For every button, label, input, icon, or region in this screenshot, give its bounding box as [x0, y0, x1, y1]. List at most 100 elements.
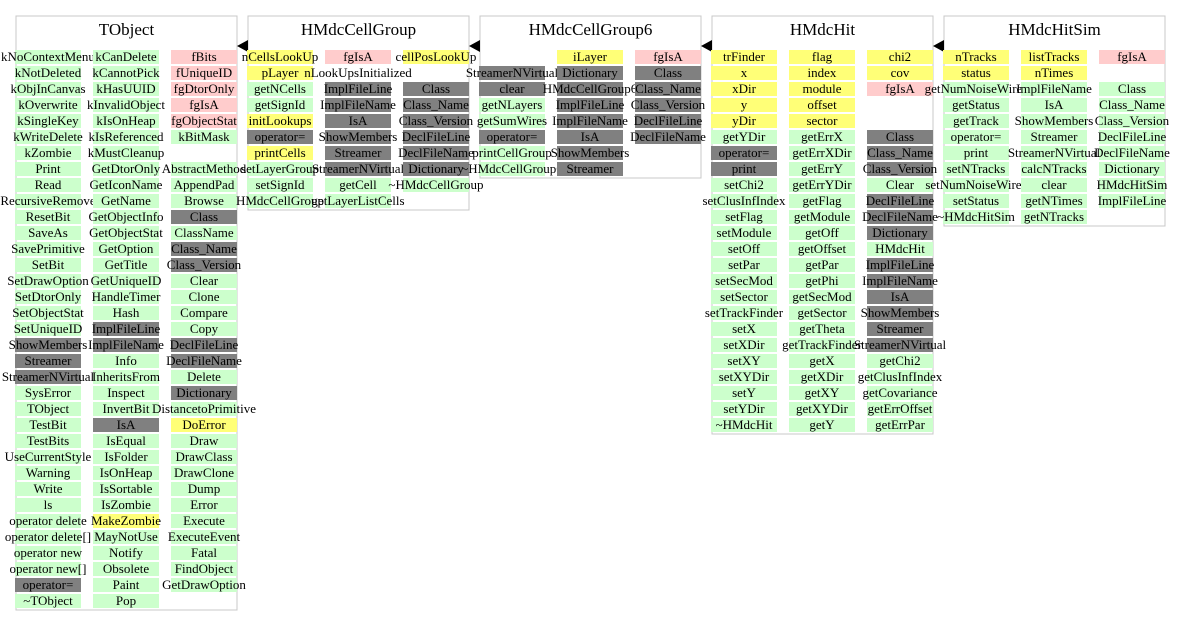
member-label: setNumNoiseWires: [925, 177, 1026, 192]
member-cell: [15, 418, 81, 432]
member-label: kBitMask: [178, 129, 230, 144]
member-label: iLayer: [573, 49, 608, 64]
member-cell: [93, 370, 159, 384]
member-cell: [789, 338, 855, 352]
member-cell: [171, 578, 237, 592]
member-label: Streamer: [25, 353, 73, 368]
member-label: DeclFileName: [398, 145, 474, 160]
member-cell: [93, 146, 159, 160]
member-label: fgIsA: [653, 49, 683, 64]
member-label: setXYDir: [719, 369, 770, 384]
member-label: setX: [732, 321, 756, 336]
member-cell: [325, 82, 391, 96]
member-label: ImplFileName: [88, 337, 164, 352]
member-cell: [325, 50, 391, 64]
member-label: IsEqual: [106, 433, 146, 448]
member-cell: [1021, 210, 1087, 224]
member-cell: [15, 178, 81, 192]
member-label: pLayer: [262, 65, 299, 80]
member-cell: [93, 354, 159, 368]
member-label: Compare: [180, 305, 228, 320]
member-cell: [789, 306, 855, 320]
member-cell: [171, 258, 237, 272]
member-label: Streamer: [1031, 129, 1079, 144]
member-label: clear: [1041, 177, 1067, 192]
member-cell: [711, 386, 777, 400]
member-label: getPar: [805, 257, 839, 272]
member-label: ImplFileName: [552, 113, 628, 128]
member-label: getErrPar: [875, 417, 925, 432]
member-label: getErrYDir: [792, 177, 852, 192]
member-label: ~HMdcHitSim: [937, 209, 1015, 224]
member-cell: [325, 130, 391, 144]
member-label: DeclFileName: [630, 129, 706, 144]
member-cell: [171, 114, 237, 128]
member-cell: [403, 130, 469, 144]
member-cell: [171, 338, 237, 352]
member-label: IsSortable: [100, 481, 153, 496]
member-label: SetBit: [32, 257, 65, 272]
member-cell: [15, 130, 81, 144]
member-label: DeclFileName: [1094, 145, 1170, 160]
member-cell: [93, 466, 159, 480]
member-label: Streamer: [567, 161, 615, 176]
member-label: fgIsA: [343, 49, 373, 64]
member-cell: [15, 258, 81, 272]
member-cell: [789, 354, 855, 368]
member-label: Write: [33, 481, 62, 496]
member-cell: [93, 498, 159, 512]
member-label: Error: [190, 497, 218, 512]
member-label: operator delete[]: [5, 529, 91, 544]
member-cell: [247, 114, 313, 128]
member-cell: [1021, 178, 1087, 192]
member-label: IsA: [117, 417, 136, 432]
member-label: TestBit: [29, 417, 67, 432]
member-label: Read: [35, 177, 62, 192]
member-cell: [867, 130, 933, 144]
member-label: HMdcHitSim: [1097, 177, 1168, 192]
member-label: SaveAs: [28, 225, 68, 240]
member-cell: [171, 306, 237, 320]
member-label: nTracks: [955, 49, 996, 64]
member-label: print: [964, 145, 989, 160]
member-label: fgObjectStat: [171, 113, 237, 128]
member-label: GetUniqueID: [91, 273, 162, 288]
member-cell: [171, 370, 237, 384]
member-cell: [479, 130, 545, 144]
member-cell: [171, 434, 237, 448]
member-cell: [789, 386, 855, 400]
member-cell: [789, 50, 855, 64]
member-cell: [15, 210, 81, 224]
member-label: printCellGroup: [472, 145, 551, 160]
member-label: ~TObject: [23, 593, 73, 608]
member-cell: [711, 290, 777, 304]
member-label: GetDtorOnly: [92, 161, 161, 176]
member-cell: [171, 130, 237, 144]
member-cell: [171, 450, 237, 464]
member-cell: [325, 114, 391, 128]
member-label: print: [732, 161, 757, 176]
member-label: Class_Name: [171, 241, 237, 256]
member-cell: [247, 194, 313, 208]
member-cell: [1099, 130, 1165, 144]
member-cell: [325, 178, 391, 192]
member-label: setClusInfIndex: [702, 193, 786, 208]
member-label: ImplFileLine: [324, 81, 393, 96]
member-cell: [247, 178, 313, 192]
member-cell: [479, 114, 545, 128]
member-cell: [171, 290, 237, 304]
member-cell: [711, 370, 777, 384]
member-label: fgIsA: [885, 81, 915, 96]
member-label: Pop: [116, 593, 136, 608]
member-label: getModule: [794, 209, 851, 224]
member-label: nTimes: [1035, 65, 1074, 80]
member-cell: [867, 226, 933, 240]
member-cell: [93, 210, 159, 224]
member-cell: [711, 66, 777, 80]
member-cell: [479, 82, 545, 96]
member-label: ImplFileName: [1016, 81, 1092, 96]
member-label: ExecuteEvent: [168, 529, 241, 544]
member-cell: [789, 194, 855, 208]
member-cell: [93, 274, 159, 288]
member-cell: [93, 98, 159, 112]
